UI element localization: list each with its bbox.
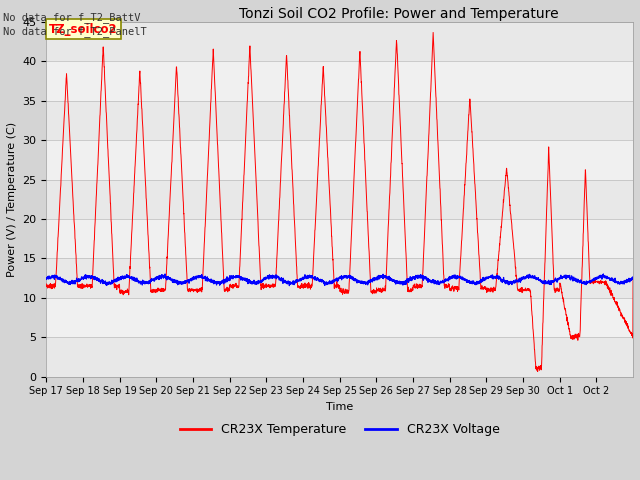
Y-axis label: Power (V) / Temperature (C): Power (V) / Temperature (C) (7, 122, 17, 277)
Text: No data for f_T2_BattV: No data for f_T2_BattV (3, 12, 141, 23)
Bar (46, 101, 633, 140)
Bar (46, 337, 633, 377)
Text: No data for f_T2_PanelT: No data for f_T2_PanelT (3, 26, 147, 37)
Title: Tonzi Soil CO2 Profile: Power and Temperature: Tonzi Soil CO2 Profile: Power and Temper… (239, 7, 558, 21)
Legend: CR23X Temperature, CR23X Voltage: CR23X Temperature, CR23X Voltage (175, 418, 504, 441)
X-axis label: Time: Time (326, 402, 353, 412)
Text: TZ_soilco2: TZ_soilco2 (49, 23, 118, 36)
Bar (46, 258, 633, 298)
Bar (46, 22, 633, 61)
Bar (46, 180, 633, 219)
